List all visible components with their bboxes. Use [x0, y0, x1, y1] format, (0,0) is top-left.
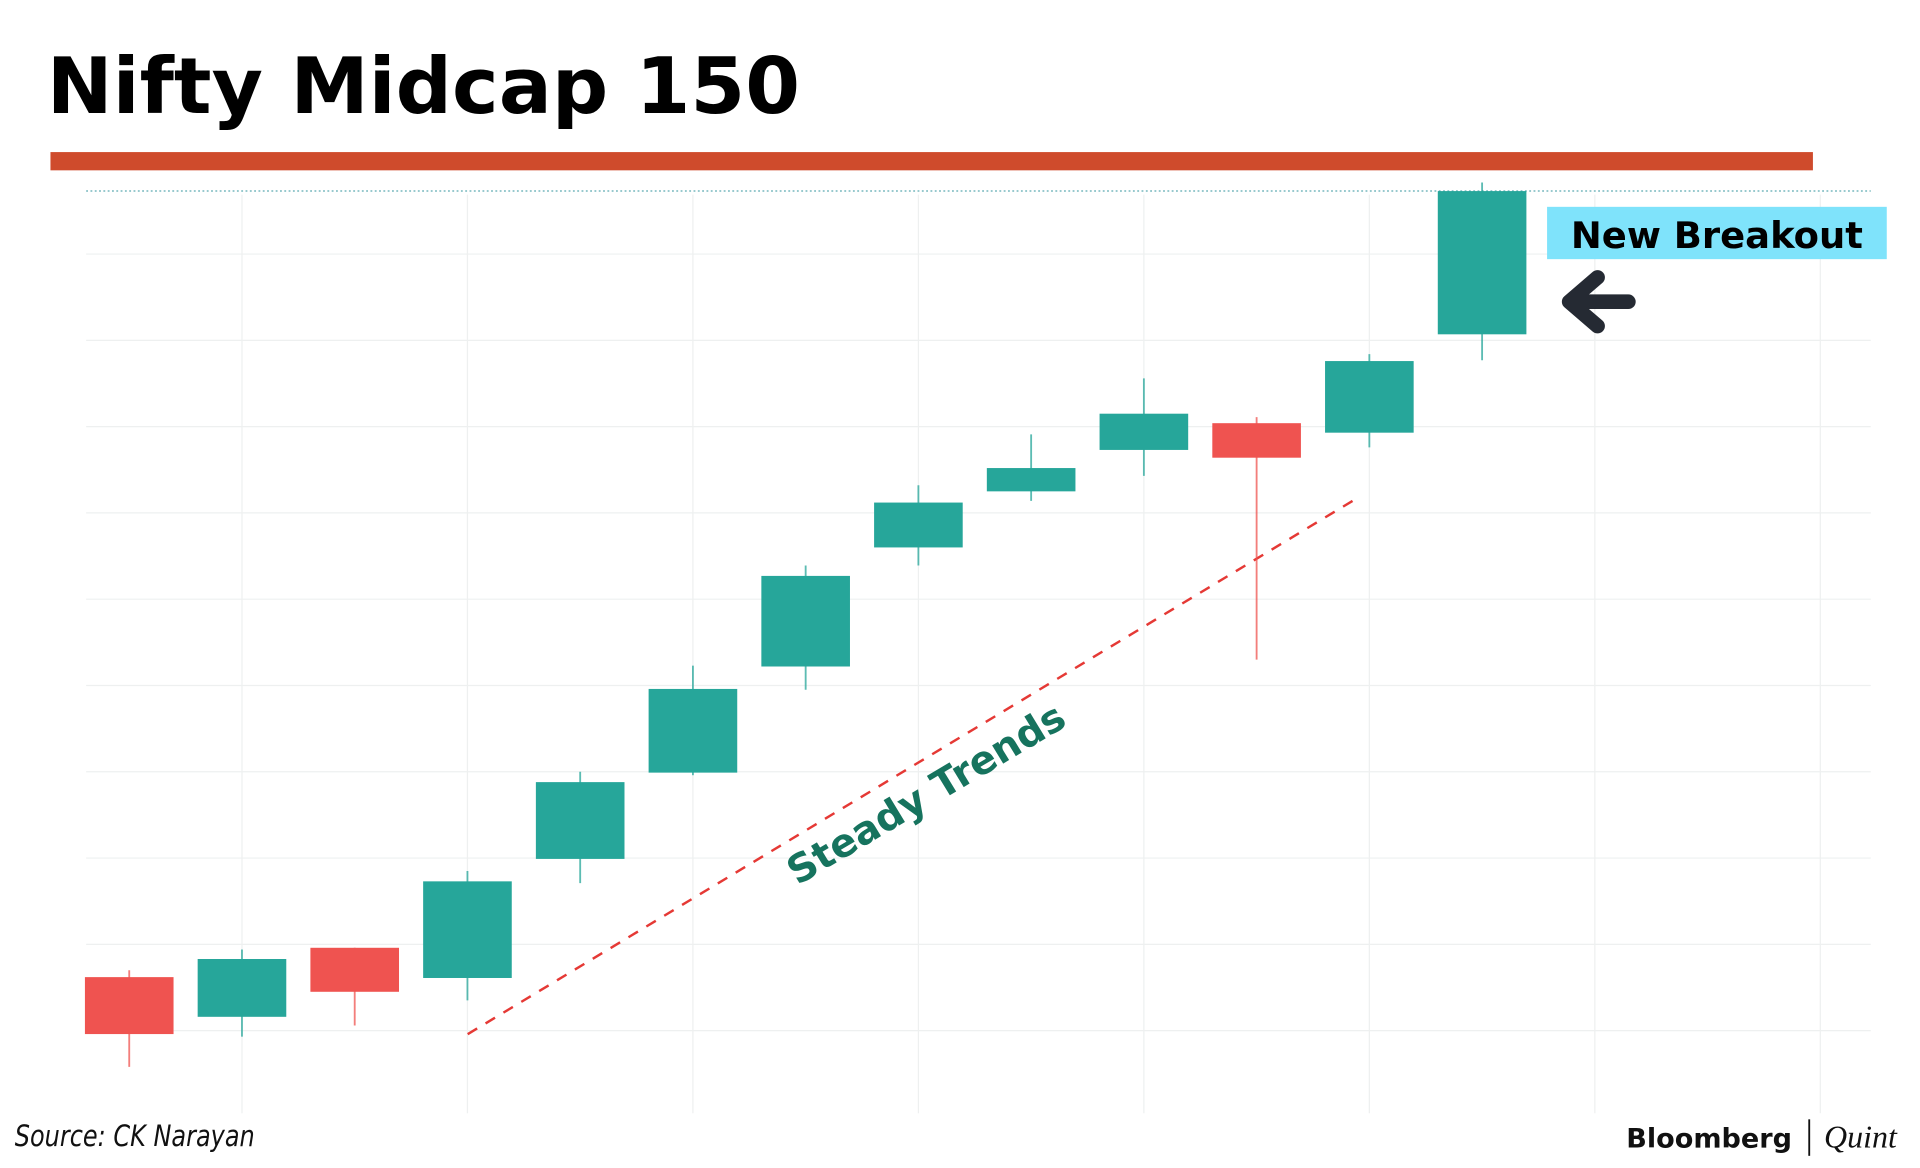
candle-body — [1099, 413, 1189, 450]
candle-body — [423, 881, 512, 978]
candle-body — [986, 468, 1076, 492]
source: Source: CK Narayan — [15, 1119, 255, 1153]
trend-line — [467, 495, 1361, 1036]
candle-body — [761, 575, 850, 667]
candle-body — [535, 782, 625, 859]
candle-body — [648, 688, 738, 773]
candle-body — [1437, 191, 1527, 335]
candle-body — [310, 947, 400, 992]
candle-body — [1212, 423, 1301, 458]
candle-body — [197, 959, 287, 1017]
candle-body — [874, 502, 963, 548]
title-rule — [50, 152, 1813, 171]
breakout-arrow — [1561, 270, 1636, 334]
candle-body — [84, 977, 174, 1035]
chart-title: Nifty Midcap 150 — [47, 42, 800, 132]
grid — [86, 194, 1871, 1114]
candles — [84, 182, 1527, 1067]
steady-trends-label: Steady Trends — [779, 695, 1073, 894]
brand-quint: Quint — [1824, 1119, 1898, 1154]
breakout-label: New Breakout — [1571, 214, 1863, 257]
brand-bloomberg: Bloomberg — [1626, 1123, 1792, 1154]
breakout-label-bg — [1547, 206, 1887, 260]
candle-body — [1325, 361, 1414, 433]
